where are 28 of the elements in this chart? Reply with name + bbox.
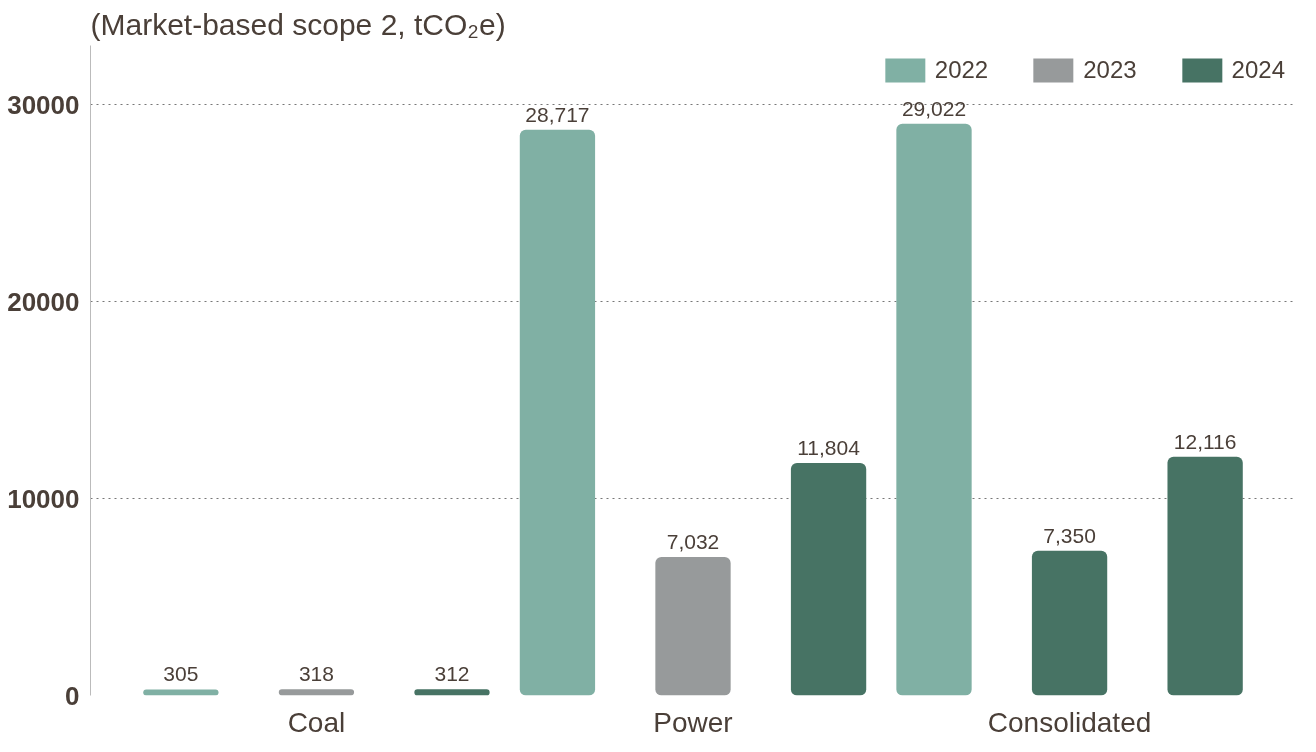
x-tick-label: Coal xyxy=(287,706,346,738)
bar xyxy=(896,123,972,696)
data-label: 312 xyxy=(434,662,470,686)
bar xyxy=(143,689,219,696)
data-label: 12,116 xyxy=(1173,429,1237,453)
legend-label: 2023 xyxy=(1083,56,1137,84)
data-label: 7,032 xyxy=(666,529,720,553)
bar xyxy=(790,463,867,696)
y-tick-label: 0 xyxy=(65,680,80,711)
bar xyxy=(655,556,731,696)
legend-label: 2022 xyxy=(934,56,989,84)
data-label: 29,022 xyxy=(901,96,967,120)
y-tick-label: 10000 xyxy=(7,483,80,514)
data-label: 318 xyxy=(298,662,334,686)
data-label: 305 xyxy=(163,662,199,686)
legend-label: 2024 xyxy=(1231,56,1285,84)
x-tick-label: Power xyxy=(653,706,733,738)
data-label: 7,350 xyxy=(1043,523,1096,547)
bar xyxy=(278,689,355,696)
y-tick-label: 30000 xyxy=(7,89,80,120)
x-tick-label: Consolidated xyxy=(987,706,1152,738)
chart-subtitle: (Market-based scope 2, tCO₂e) xyxy=(90,7,506,41)
data-label: 11,804 xyxy=(797,436,861,459)
bar xyxy=(519,129,596,696)
bar xyxy=(414,689,490,696)
data-label: 28,717 xyxy=(525,102,590,126)
bar xyxy=(1167,456,1243,696)
y-tick-label: 20000 xyxy=(7,286,80,317)
